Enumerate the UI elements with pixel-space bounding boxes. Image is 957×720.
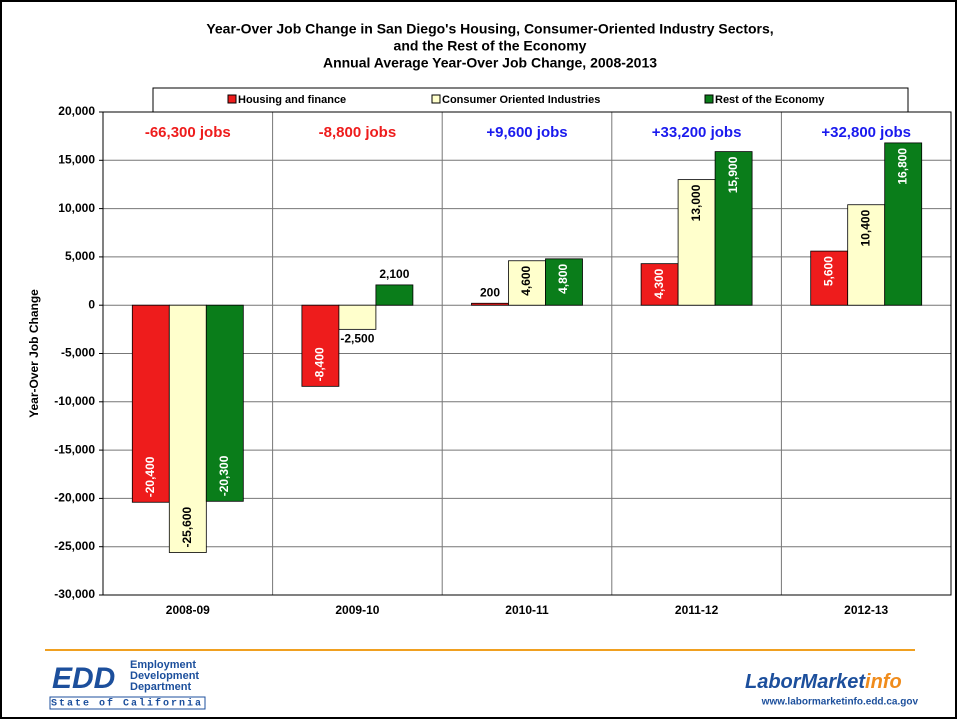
y-tick-label: -30,000 (54, 587, 95, 601)
x-tick-label: 2009-10 (335, 603, 379, 617)
annotation: +33,200 jobs (652, 124, 742, 141)
y-axis-label: Year-Over Job Change (27, 289, 41, 418)
legend-swatch (227, 94, 237, 104)
lmi-url: www.labormarketinfo.edd.ca.gov (761, 697, 919, 708)
data-label: -8,400 (313, 347, 327, 381)
bar (205, 304, 244, 502)
x-tick-label: 2008-09 (166, 603, 210, 617)
y-tick-label: 20,000 (58, 104, 95, 118)
data-label: -25,600 (180, 506, 194, 547)
data-label: 2,100 (379, 267, 409, 281)
data-label: 5,600 (821, 256, 835, 286)
data-label: 13,000 (689, 184, 703, 221)
legend-swatch (704, 94, 714, 104)
state-box (49, 696, 206, 710)
bar (375, 284, 414, 306)
bar (131, 304, 170, 503)
data-label: 10,400 (858, 209, 872, 246)
y-tick-label: -15,000 (54, 442, 95, 456)
data-label: 4,300 (652, 268, 666, 298)
data-label: -2,500 (340, 332, 374, 346)
data-label: -20,300 (217, 455, 231, 496)
y-tick-label: -25,000 (54, 539, 95, 553)
bar (545, 258, 583, 306)
data-label: 4,800 (556, 264, 570, 294)
edd-line: Employment (130, 659, 196, 671)
state-label: State of California (51, 698, 203, 710)
legend (152, 87, 909, 113)
legend-swatch (431, 94, 441, 104)
lmi-part: LaborMarket (745, 671, 866, 693)
bar (301, 304, 340, 387)
bar (714, 151, 753, 306)
y-tick-label: -10,000 (54, 394, 95, 408)
annotation: +32,800 jobs (821, 124, 911, 141)
annotation: +9,600 jobs (486, 124, 567, 141)
x-tick-label: 2010-11 (505, 603, 549, 617)
y-tick-label: 10,000 (58, 201, 95, 215)
data-label: 200 (480, 285, 500, 299)
chart-title: and the Rest of the Economy (394, 38, 587, 54)
legend-label: Housing and finance (238, 94, 346, 106)
legend-label: Rest of the Economy (715, 94, 825, 106)
data-label: 4,600 (519, 265, 533, 295)
data-label: 16,800 (895, 148, 909, 185)
bar (677, 179, 716, 306)
chart-title: Annual Average Year-Over Job Change, 200… (323, 55, 657, 71)
bar (810, 250, 849, 306)
bar (338, 304, 377, 330)
data-label: 15,900 (726, 156, 740, 193)
chart-title: Year-Over Job Change in San Diego's Hous… (206, 21, 773, 37)
edd-logo: EDD (52, 662, 115, 695)
x-tick-label: 2012-13 (844, 603, 888, 617)
y-tick-label: -20,000 (54, 491, 95, 505)
x-tick-label: 2011-12 (675, 603, 719, 617)
y-tick-label: 5,000 (65, 249, 95, 263)
legend-label: Consumer Oriented Industries (442, 94, 600, 106)
annotation: -8,800 jobs (319, 124, 397, 141)
bar (471, 302, 509, 306)
lmi-part: info (865, 671, 902, 693)
edd-line: Development (130, 670, 199, 682)
bar (640, 263, 679, 306)
annotation: -66,300 jobs (145, 124, 231, 141)
bar (884, 142, 923, 306)
footer: EDD Employment Development Department St… (45, 649, 919, 710)
y-tick-label: -5,000 (61, 346, 95, 360)
bar (847, 204, 886, 306)
y-tick-label: 0 (88, 297, 95, 311)
bar (508, 260, 546, 306)
data-label: -20,400 (143, 456, 157, 497)
lmi-logo: LaborMarketinfo (745, 671, 902, 693)
y-tick-label: 15,000 (58, 152, 95, 166)
edd-line: Department (130, 681, 191, 693)
